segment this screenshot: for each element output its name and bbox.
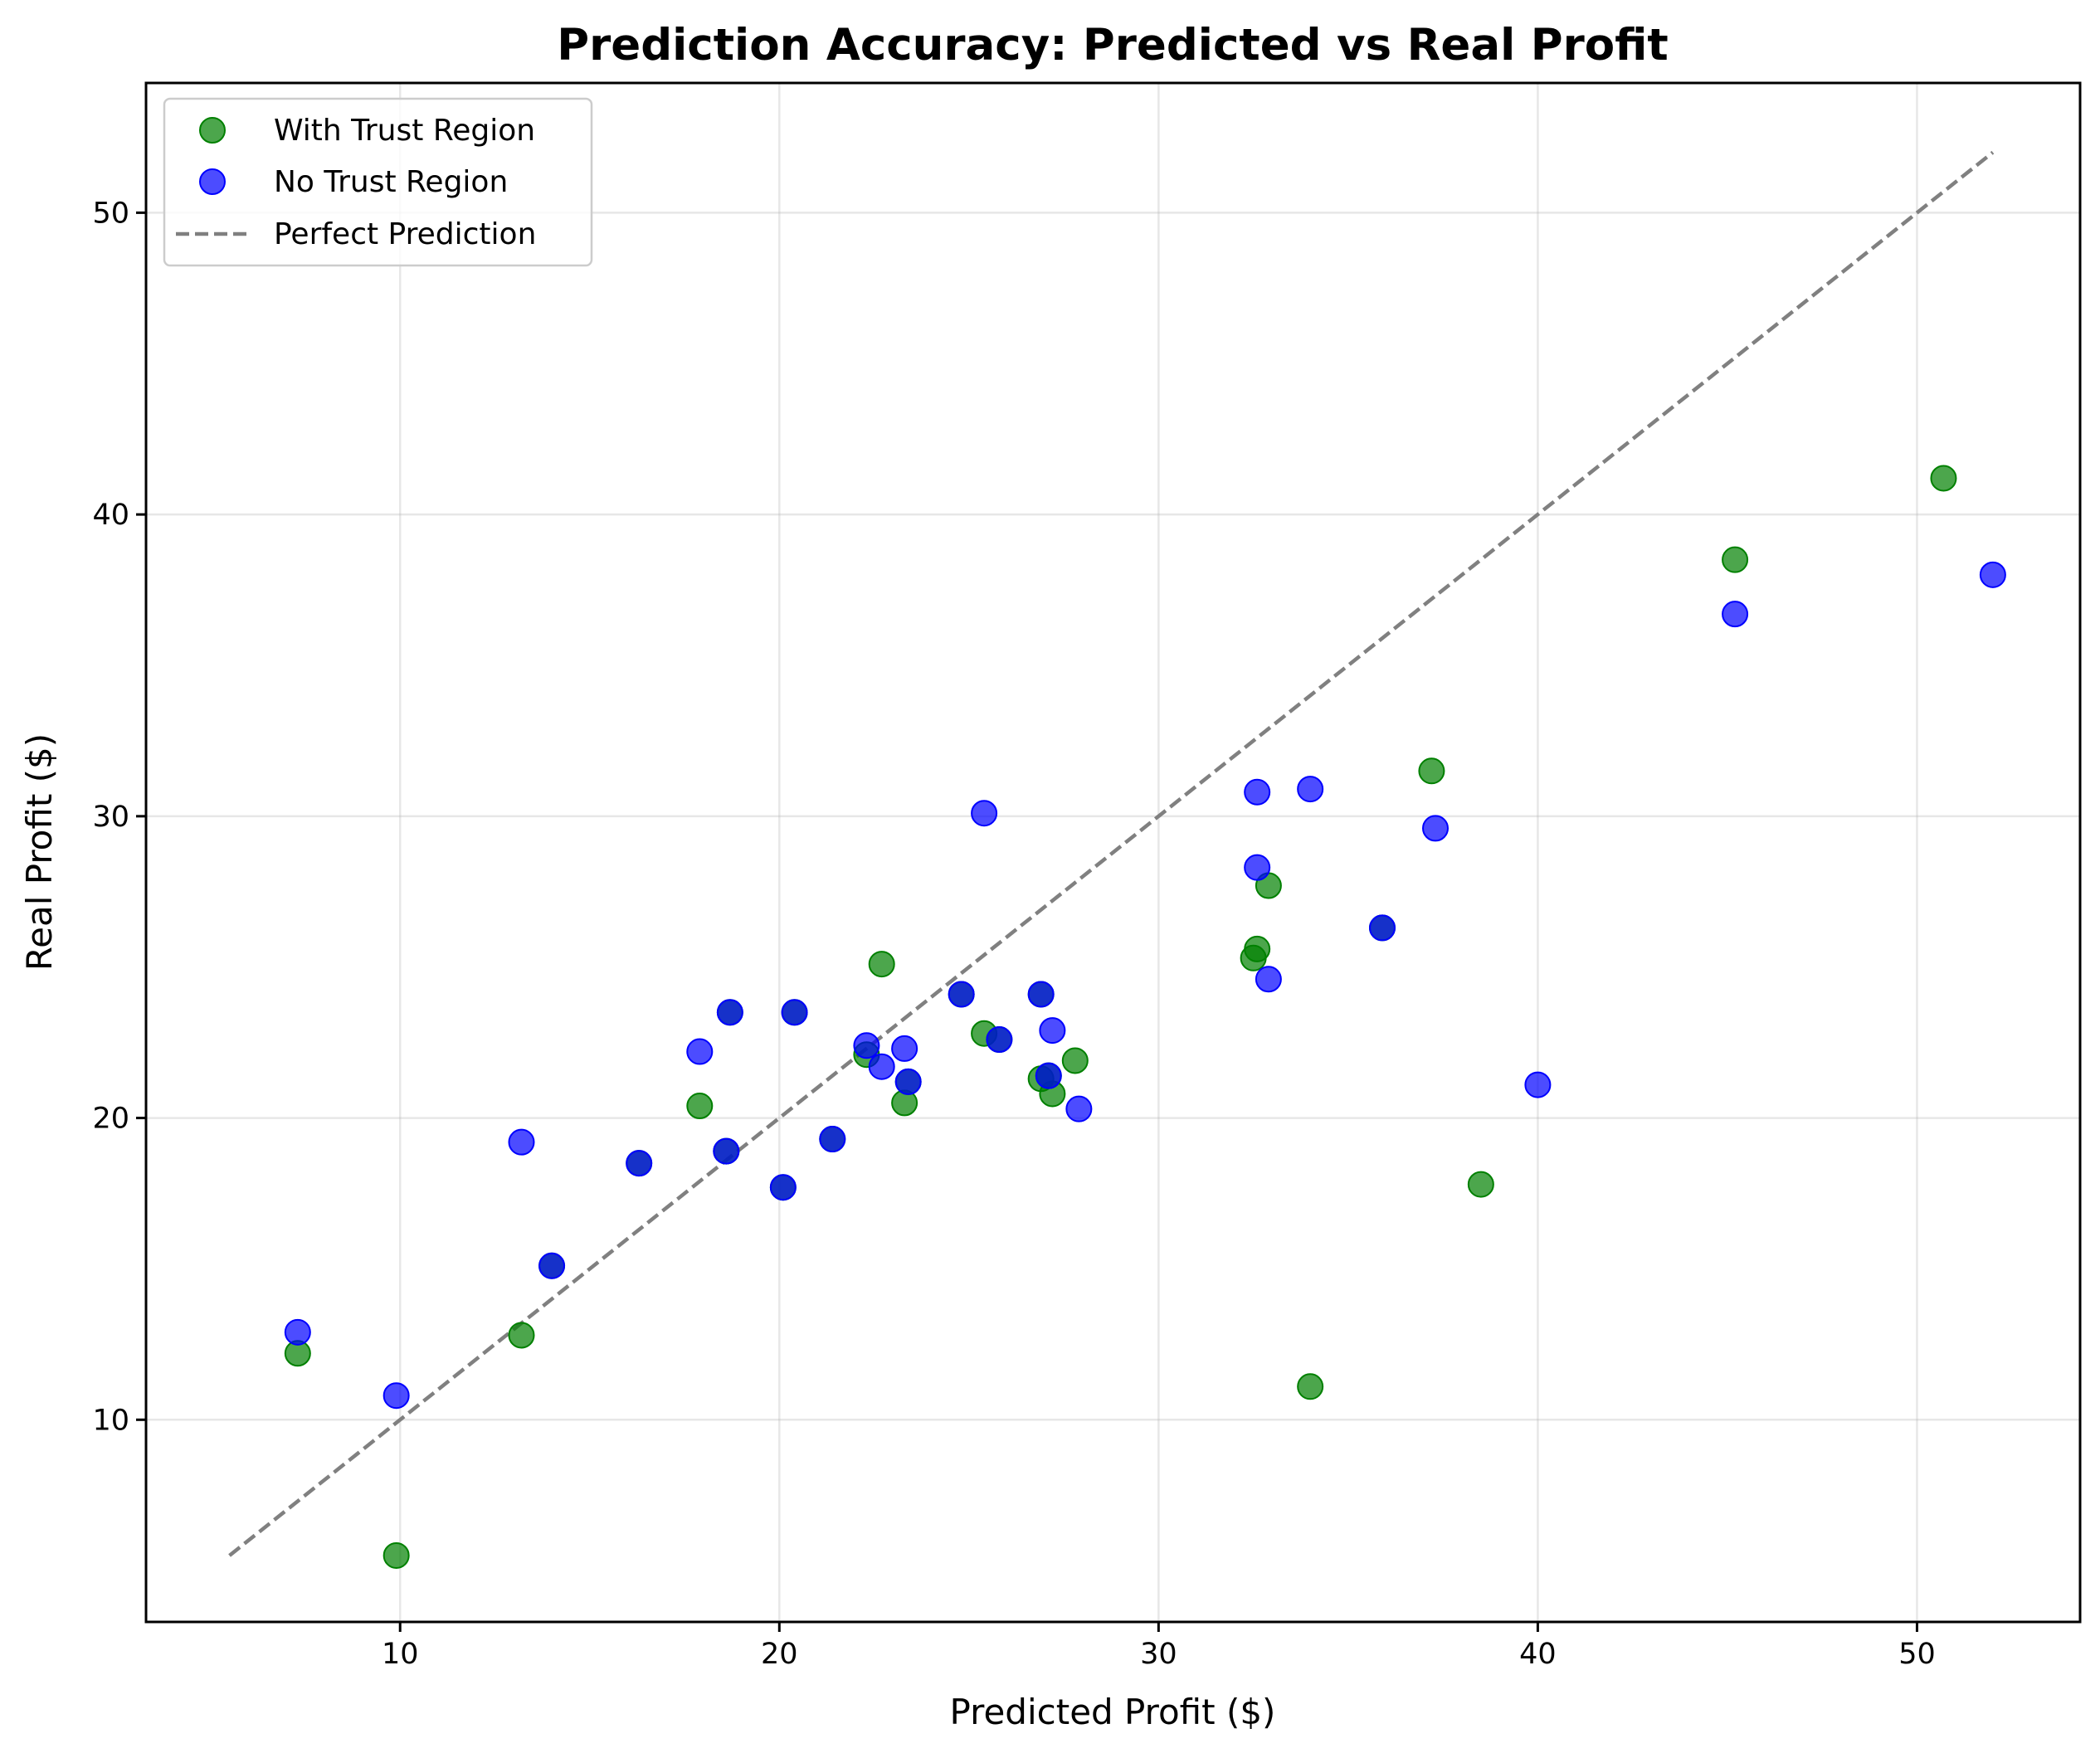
point-no-trust-region	[686, 1038, 714, 1065]
axis-ticks: 10 20 30 40 50 10 20 30 40 50	[92, 197, 1935, 1671]
y-tick-label: 20	[92, 1103, 129, 1136]
legend-marker-no-trust-region	[199, 168, 226, 195]
point-with-trust-region	[382, 1541, 410, 1569]
point-no-trust-region	[1297, 776, 1324, 803]
x-tick-label: 50	[1898, 1638, 1936, 1671]
point-no-trust-region	[1039, 1017, 1066, 1044]
point-with-trust-region	[868, 951, 895, 978]
point-no-trust-region	[713, 1137, 740, 1165]
point-no-trust-region	[1422, 815, 1449, 842]
reference-line-layer	[228, 150, 1995, 1557]
point-no-trust-region	[868, 1053, 895, 1080]
point-no-trust-region	[769, 1174, 797, 1201]
plot-frame	[144, 81, 2082, 1624]
legend-box	[163, 97, 593, 267]
point-no-trust-region	[1244, 854, 1271, 881]
y-tick-label: 50	[92, 197, 129, 230]
point-no-trust-region	[853, 1032, 880, 1059]
y-tick-label: 30	[92, 801, 129, 834]
point-no-trust-region	[382, 1382, 410, 1410]
point-with-trust-region	[1722, 546, 1749, 573]
perfect-prediction-line	[228, 150, 1995, 1557]
point-with-trust-region	[1061, 1047, 1089, 1074]
point-no-trust-region	[626, 1150, 653, 1177]
legend-marker-with-trust-region	[199, 117, 226, 144]
point-no-trust-region	[1035, 1062, 1062, 1089]
point-no-trust-region	[1369, 914, 1396, 942]
legend-label-perfect-prediction: Perfect Prediction	[274, 217, 536, 251]
x-tick-label: 10	[382, 1638, 419, 1671]
point-no-trust-region	[781, 999, 808, 1026]
point-no-trust-region	[1255, 966, 1282, 993]
point-with-trust-region	[1467, 1171, 1494, 1198]
point-no-trust-region	[948, 981, 975, 1008]
point-no-trust-region	[538, 1252, 566, 1279]
y-axis-label: Real Profit ($)	[19, 733, 60, 971]
legend-label-no-trust-region: No Trust Region	[274, 165, 508, 199]
y-tick-label: 40	[92, 499, 129, 532]
point-with-trust-region	[686, 1093, 714, 1120]
point-with-trust-region	[508, 1322, 535, 1349]
point-no-trust-region	[716, 999, 743, 1026]
legend: With Trust Region No Trust Region Perfec…	[163, 97, 593, 267]
point-no-trust-region	[986, 1026, 1013, 1054]
point-no-trust-region	[1722, 601, 1749, 628]
point-no-trust-region	[891, 1035, 918, 1062]
point-no-trust-region	[508, 1128, 535, 1156]
x-tick-label: 30	[1140, 1638, 1177, 1671]
point-with-trust-region	[1244, 935, 1271, 962]
point-with-trust-region	[1930, 465, 1957, 492]
data-points-layer	[284, 465, 2006, 1569]
x-axis-label: Predicted Profit ($)	[950, 1692, 1276, 1732]
point-no-trust-region	[1244, 778, 1271, 806]
grid	[146, 83, 2080, 1622]
point-with-trust-region	[1418, 757, 1445, 785]
point-no-trust-region	[1065, 1095, 1093, 1122]
x-tick-label: 20	[761, 1638, 798, 1671]
point-no-trust-region	[1979, 561, 2006, 588]
point-no-trust-region	[1027, 981, 1055, 1008]
point-no-trust-region	[284, 1318, 311, 1346]
point-with-trust-region	[1297, 1373, 1324, 1400]
legend-label-with-trust-region: With Trust Region	[274, 114, 535, 148]
y-tick-label: 10	[92, 1404, 129, 1437]
point-no-trust-region	[894, 1068, 922, 1095]
point-no-trust-region	[819, 1126, 846, 1153]
point-no-trust-region	[971, 800, 998, 827]
chart-title: Prediction Accuracy: Predicted vs Real P…	[557, 20, 1668, 71]
point-no-trust-region	[1524, 1071, 1552, 1098]
x-tick-label: 40	[1519, 1638, 1557, 1671]
